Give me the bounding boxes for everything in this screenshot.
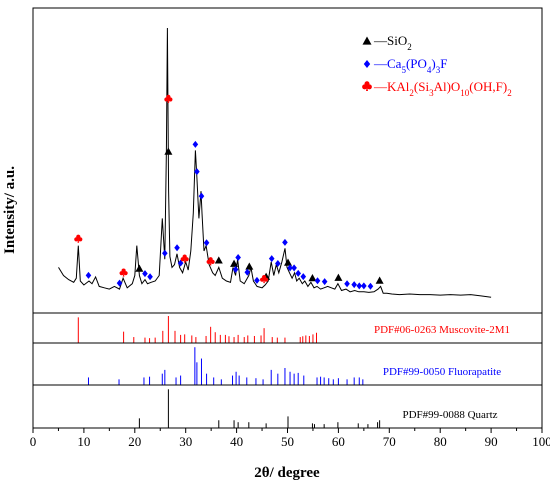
- fluorapatite-peak-marker-12: [235, 254, 241, 262]
- legend-label-1-sub3: 3: [436, 65, 441, 75]
- muscovite-peak-marker-4: [206, 257, 215, 266]
- fluorapatite-peak-marker-7: [192, 140, 199, 148]
- muscovite-peak-marker-2: [164, 94, 173, 103]
- legend-label-2-label: —KAl: [373, 79, 410, 94]
- fluorapatite-peak-marker-18: [287, 264, 293, 272]
- legend-label-1-sub2: 4: [427, 65, 432, 75]
- fluorapatite-peak-marker-4: [162, 249, 168, 257]
- fluorapatite-peak-marker-21: [300, 273, 307, 281]
- y-axis-label: Intensity/ a.u.: [2, 166, 18, 254]
- fluorapatite-peak-marker-23: [321, 278, 328, 286]
- sio2-peak-marker-6: [284, 258, 293, 266]
- sio2-peak-marker-3: [230, 259, 239, 267]
- muscovite-peak-marker-5: [259, 274, 269, 284]
- x-tick-label-70: 70: [383, 434, 396, 449]
- sio2-peak-marker-0: [135, 264, 144, 272]
- legend-label-1: —Ca5(PO4)3F: [373, 56, 447, 75]
- fluorapatite-peak-marker-11: [232, 266, 239, 274]
- sio2-peak-marker-7: [308, 274, 317, 282]
- legend-label-0-sub1: 2: [407, 42, 412, 52]
- legend-label-1-rest2: ): [431, 56, 435, 71]
- legend-label-2-sub2: 3: [429, 88, 434, 98]
- sio2-peak-marker-1: [164, 147, 173, 155]
- muscovite-reference-label: PDF#06-0263 Muscovite-2M1: [374, 324, 510, 336]
- x-tick-label-80: 80: [434, 434, 447, 449]
- x-tick-label-90: 90: [485, 434, 498, 449]
- fluorapatite-peak-marker-0: [85, 271, 92, 279]
- x-tick-label-100: 100: [532, 434, 550, 449]
- legend-label-0-label: —SiO: [373, 33, 407, 48]
- x-tick-label-0: 0: [30, 434, 37, 449]
- fluorapatite-peak-marker-27: [361, 282, 367, 290]
- sio2-peak-marker-9: [375, 276, 384, 284]
- fluorapatite-peak-marker-15: [268, 255, 275, 263]
- xrd-pattern-line: [58, 27, 492, 298]
- legend-label-1-label: —Ca: [373, 56, 402, 71]
- x-tick-label-30: 30: [179, 434, 192, 449]
- fluorapatite-reference-label: PDF#99-0050 Fluorapatite: [383, 366, 501, 378]
- fluorapatite-peak-marker-8: [194, 168, 200, 176]
- x-axis-label: 2θ/ degree: [254, 465, 320, 481]
- fluorapatite-peak-marker-22: [314, 277, 321, 285]
- fluorapatite-peak-marker-6: [177, 259, 184, 267]
- fluorapatite-peak-marker-1: [116, 279, 123, 287]
- legend-label-1-rest3: F: [440, 56, 447, 71]
- quartz-reference-label: PDF#99-0088 Quartz: [402, 409, 497, 421]
- sio2-peak-marker-4: [245, 262, 254, 270]
- x-tick-label-60: 60: [332, 434, 345, 449]
- fluorapatite-peak-marker-20: [295, 269, 301, 277]
- legend-label-1-sub1: 5: [401, 65, 406, 75]
- fluorapatite-peak-marker-3: [147, 273, 153, 281]
- legend-label-1-rest1: (PO: [406, 56, 427, 71]
- legend-label-2-rest2: Al)O: [434, 79, 461, 94]
- sio2-peak-marker-8: [334, 273, 343, 281]
- fluorapatite-peak-marker-26: [356, 282, 363, 290]
- legend-sio2-marker: [362, 36, 372, 45]
- legend-label-2-sub1: 2: [409, 88, 414, 98]
- fluorapatite-peak-marker-16: [275, 260, 281, 268]
- muscovite-peak-marker-3: [180, 254, 189, 263]
- legend-label-2-sub4: 2: [507, 88, 512, 98]
- fluorapatite-peak-marker-14: [254, 276, 260, 284]
- fluorapatite-peak-marker-2: [142, 270, 148, 278]
- fluorapatite-peak-marker-25: [351, 281, 357, 289]
- x-tick-label-50: 50: [281, 434, 294, 449]
- legend-label-0: —SiO2: [373, 33, 412, 52]
- legend-label-2-rest1: (Si: [414, 79, 430, 94]
- legend-label-2-rest3: (OH,F): [469, 79, 507, 94]
- fluorapatite-peak-marker-5: [174, 244, 180, 252]
- muscovite-peak-marker-1: [119, 268, 128, 277]
- fluorapatite-peak-marker-9: [198, 192, 205, 200]
- fluorapatite-peak-marker-28: [367, 282, 374, 290]
- legend-muscovite-marker: [362, 81, 372, 91]
- muscovite-peak-marker-0: [74, 234, 83, 243]
- legend-fluorapatite-marker: [363, 60, 371, 68]
- legend-label-2-sub3: 10: [460, 88, 470, 98]
- x-tick-label-20: 20: [128, 434, 141, 449]
- legend-label-2: —KAl2(Si3Al)O10(OH,F)2: [373, 79, 512, 98]
- x-tick-label-40: 40: [230, 434, 243, 449]
- fluorapatite-peak-marker-24: [344, 280, 350, 288]
- fluorapatite-peak-marker-13: [244, 268, 251, 276]
- fluorapatite-peak-marker-10: [203, 239, 210, 247]
- fluorapatite-peak-marker-17: [282, 238, 288, 246]
- sio2-peak-marker-2: [214, 256, 223, 264]
- x-tick-label-10: 10: [77, 434, 90, 449]
- fluorapatite-peak-marker-19: [291, 264, 297, 272]
